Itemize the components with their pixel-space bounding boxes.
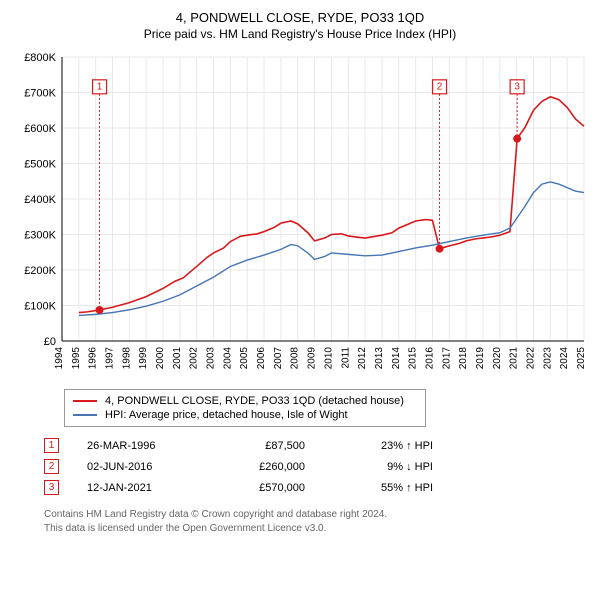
events-table: 1 26-MAR-1996 £87,500 23% ↑ HPI 2 02-JUN-2016… [44,435,588,498]
footer-attribution: Contains HM Land Registry data © Crown c… [44,508,588,536]
svg-text:2005: 2005 [239,347,250,370]
svg-text:1996: 1996 [88,347,99,370]
svg-text:3: 3 [514,81,520,92]
svg-text:£300K: £300K [24,230,56,242]
svg-text:2024: 2024 [559,347,570,370]
svg-text:2: 2 [437,81,443,92]
svg-text:£0: £0 [44,336,56,348]
svg-text:2000: 2000 [155,347,166,370]
event-row: 2 02-JUN-2016 £260,000 9% ↓ HPI [44,456,588,477]
svg-text:2007: 2007 [273,347,284,370]
svg-text:1997: 1997 [105,347,116,370]
event-badge: 2 [44,459,59,474]
svg-text:2008: 2008 [290,347,301,370]
svg-text:2016: 2016 [424,347,435,370]
svg-text:2003: 2003 [206,347,217,370]
svg-text:2014: 2014 [391,347,402,370]
svg-text:2023: 2023 [542,347,553,370]
chart-plot-area: £0 £100K £200K £300K £400K £500K £600K £700K £80… [12,51,588,381]
event-row: 1 26-MAR-1996 £87,500 23% ↑ HPI [44,435,588,456]
event-price: £87,500 [225,440,305,452]
svg-text:1995: 1995 [71,347,82,370]
svg-text:2015: 2015 [408,347,419,370]
legend-swatch [73,400,97,402]
svg-text:£400K: £400K [24,194,56,206]
legend: 4, PONDWELL CLOSE, RYDE, PO33 1QD (detac… [64,389,426,427]
svg-text:£500K: £500K [24,159,56,171]
chart-title: 4, PONDWELL CLOSE, RYDE, PO33 1QD [12,10,588,25]
legend-label: HPI: Average price, detached house, Isle… [105,409,348,421]
chart-subtitle: Price paid vs. HM Land Registry's House … [12,27,588,41]
svg-text:2010: 2010 [323,347,334,370]
event-date: 02-JUN-2016 [87,461,197,473]
svg-text:2021: 2021 [509,347,520,370]
svg-text:1994: 1994 [54,347,65,370]
event-price: £260,000 [225,461,305,473]
event-price: £570,000 [225,482,305,494]
svg-text:£100K: £100K [24,301,56,313]
event-delta: 23% ↑ HPI [333,440,433,452]
svg-text:2001: 2001 [172,347,183,370]
chart-svg: £0 £100K £200K £300K £400K £500K £600K £700K £80… [12,51,588,381]
svg-text:2019: 2019 [475,347,486,370]
event-date: 12-JAN-2021 [87,482,197,494]
event-row: 3 12-JAN-2021 £570,000 55% ↑ HPI [44,477,588,498]
svg-text:2002: 2002 [189,347,200,370]
svg-text:1998: 1998 [121,347,132,370]
event-badge: 3 [44,480,59,495]
svg-text:1999: 1999 [138,347,149,370]
svg-text:£800K: £800K [24,52,56,64]
svg-text:2009: 2009 [307,347,318,370]
svg-text:2011: 2011 [340,347,351,369]
svg-text:2017: 2017 [441,347,452,370]
svg-text:2018: 2018 [458,347,469,370]
chart-container: 4, PONDWELL CLOSE, RYDE, PO33 1QD Price … [0,0,600,544]
svg-text:2013: 2013 [374,347,385,370]
svg-text:£700K: £700K [24,88,56,100]
footer-line-2: This data is licensed under the Open Gov… [44,522,588,536]
legend-item: 4, PONDWELL CLOSE, RYDE, PO33 1QD (detac… [73,394,417,408]
svg-text:2004: 2004 [222,347,233,370]
footer-line-1: Contains HM Land Registry data © Crown c… [44,508,588,522]
legend-item: HPI: Average price, detached house, Isle… [73,408,417,422]
svg-text:1: 1 [97,81,103,92]
legend-swatch [73,414,97,416]
event-date: 26-MAR-1996 [87,440,197,452]
svg-text:2012: 2012 [357,347,368,370]
event-delta: 55% ↑ HPI [333,482,433,494]
svg-text:£600K: £600K [24,123,56,135]
svg-text:£200K: £200K [24,265,56,277]
svg-text:2022: 2022 [525,347,536,370]
event-badge: 1 [44,438,59,453]
svg-text:2025: 2025 [576,347,587,370]
svg-text:2006: 2006 [256,347,267,370]
event-delta: 9% ↓ HPI [333,461,433,473]
svg-text:2020: 2020 [492,347,503,370]
legend-label: 4, PONDWELL CLOSE, RYDE, PO33 1QD (detac… [105,395,404,407]
